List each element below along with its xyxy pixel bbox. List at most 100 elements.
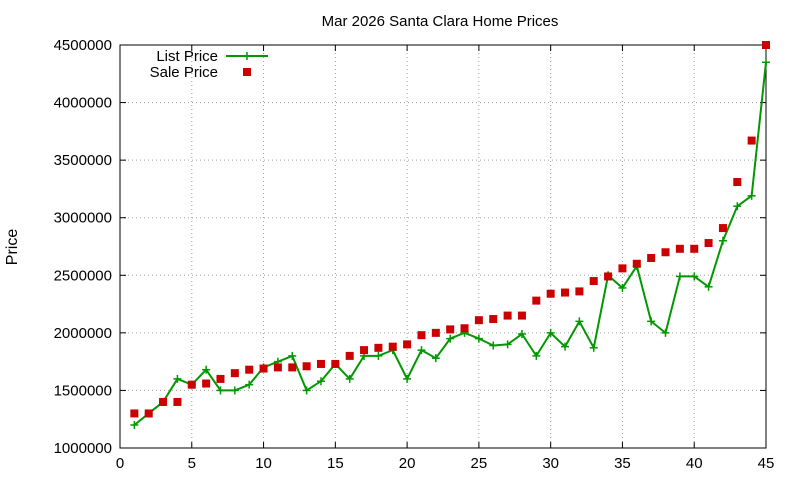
list-price-point — [130, 420, 139, 429]
x-tick-label: 40 — [686, 455, 703, 472]
sale-price-point — [417, 331, 426, 340]
sale-price-point — [259, 364, 268, 373]
list-price-point — [618, 283, 627, 292]
list-price-point — [202, 365, 211, 374]
sale-price-point — [675, 244, 684, 253]
list-price-point — [345, 374, 354, 383]
sale-price-point — [130, 409, 139, 418]
list-price-point — [316, 377, 325, 386]
sale-price-point — [216, 374, 225, 383]
list-price-point — [474, 334, 483, 343]
sale-price-point — [604, 272, 613, 281]
list-price-point — [374, 351, 383, 360]
sale-price-point — [202, 379, 211, 388]
list-price-point — [704, 282, 713, 291]
list-price-point — [403, 374, 412, 383]
list-price-point — [575, 317, 584, 326]
sale-price-point — [446, 325, 455, 334]
sale-price-point — [388, 342, 397, 351]
plot-frame — [119, 44, 767, 449]
sale-price-point — [173, 397, 182, 406]
sale-price-point — [575, 287, 584, 296]
legend-swatch-marker — [243, 68, 251, 76]
list-price-point — [417, 346, 426, 355]
sale-price-point — [718, 224, 727, 233]
x-tick-label: 45 — [758, 455, 775, 472]
list-price-point — [546, 328, 555, 337]
y-axis-label: Price — [4, 229, 21, 266]
sale-price-point — [747, 136, 756, 145]
sale-price-point — [345, 351, 354, 360]
x-tick-label: 35 — [614, 455, 631, 472]
sale-price-point — [704, 239, 713, 248]
y-tick-label: 1000000 — [54, 440, 112, 457]
sale-price-point — [360, 346, 369, 355]
list-price-point — [762, 58, 770, 67]
list-price-point — [532, 351, 541, 360]
sale-price-point — [733, 178, 742, 187]
list-price-point — [589, 343, 598, 352]
sale-price-point — [187, 380, 196, 389]
axes: 1000000 1500000 2000000 2500000 3000000 35000… — [54, 37, 775, 472]
sale-price-point — [589, 277, 598, 286]
sale-price-point — [460, 324, 469, 333]
sale-price-point — [288, 363, 297, 372]
list-price-point — [718, 236, 727, 245]
sale-price-point — [561, 288, 570, 297]
sale-price-point — [144, 409, 153, 418]
list-price-point — [216, 386, 225, 395]
sale-price-point — [474, 316, 483, 325]
sale-price-point — [245, 365, 254, 374]
sale-price-point — [532, 296, 541, 305]
x-tick-label: 20 — [399, 455, 416, 472]
sale-price-point — [762, 41, 770, 49]
sale-price-point — [230, 369, 239, 378]
grid — [120, 45, 766, 448]
x-tick-label: 0 — [116, 455, 124, 472]
legend-swatch-marker — [243, 52, 251, 60]
list-price-point — [446, 334, 455, 343]
list-price-point — [431, 354, 440, 363]
y-tick-label: 2500000 — [54, 267, 112, 284]
list-price-point — [288, 351, 297, 360]
sale-price-point — [431, 328, 440, 337]
list-price-point — [230, 386, 239, 395]
list-price-point — [733, 202, 742, 211]
chart-title: Mar 2026 Santa Clara Home Prices — [322, 13, 559, 30]
sale-price-point — [632, 259, 641, 268]
y-tick-label: 4500000 — [54, 37, 112, 54]
y-tick-label: 1500000 — [54, 382, 112, 399]
y-tick-label: 4000000 — [54, 95, 112, 112]
sale-price-point — [647, 254, 656, 263]
series-marks — [130, 41, 770, 429]
list-price-line — [133, 62, 767, 426]
sale-price-point — [618, 264, 627, 273]
sale-price-point — [374, 343, 383, 352]
sale-price-point — [159, 397, 168, 406]
sale-price-point — [503, 311, 512, 320]
x-tick-label: 15 — [327, 455, 344, 472]
list-price-point — [302, 386, 311, 395]
sale-price-point — [517, 311, 526, 320]
x-tick-label: 25 — [471, 455, 488, 472]
list-price-point — [173, 374, 182, 383]
sale-price-point — [690, 244, 699, 253]
y-tick-label: 3000000 — [54, 210, 112, 227]
list-price-point — [561, 342, 570, 351]
list-price-point — [647, 317, 656, 326]
sale-price-point — [302, 362, 311, 371]
list-price-point — [675, 272, 684, 281]
sale-price-point — [489, 315, 498, 324]
legend-label-sale-price: Sale Price — [150, 64, 218, 81]
sale-price-point — [273, 363, 282, 372]
sale-price-point — [331, 359, 340, 368]
x-tick-label: 30 — [542, 455, 559, 472]
sale-price-point — [403, 340, 412, 349]
list-price-point — [517, 330, 526, 339]
list-price-point — [489, 341, 498, 350]
list-price-point — [503, 340, 512, 349]
list-price-point — [245, 380, 254, 389]
